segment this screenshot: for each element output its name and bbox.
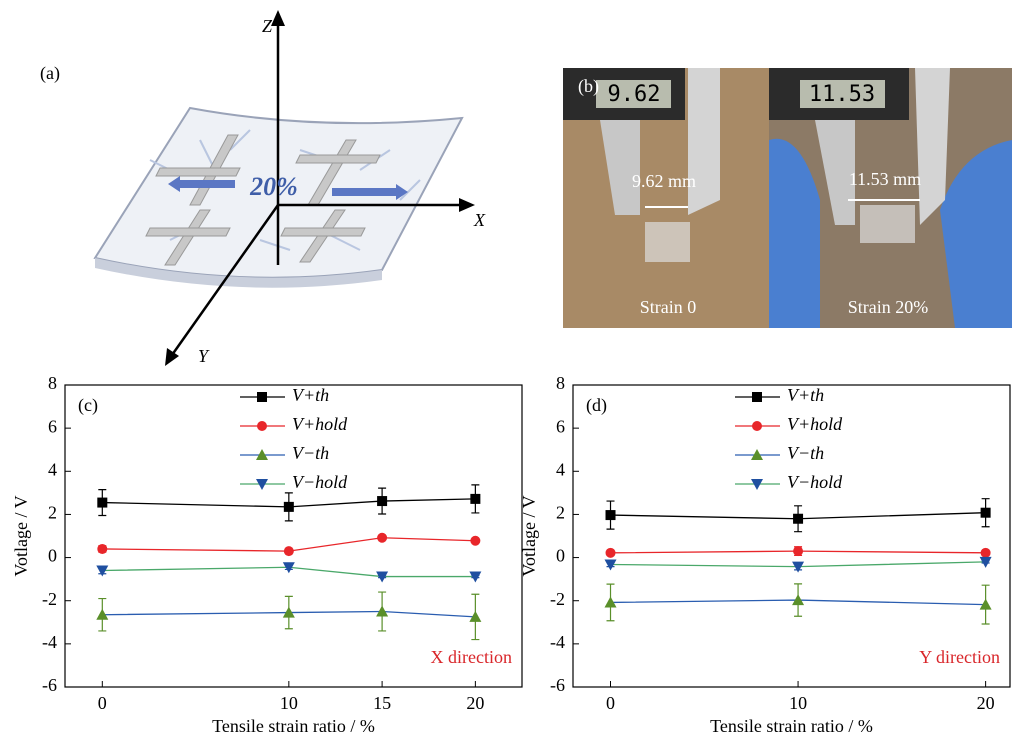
marker — [284, 502, 294, 512]
axis-name: Y — [198, 346, 210, 366]
axis-name: Z — [262, 16, 273, 36]
arrow-x — [459, 198, 475, 212]
annotation: X direction — [431, 647, 512, 667]
legend-label: V−hold — [787, 472, 843, 492]
legend-label: V−th — [787, 443, 824, 463]
y-tick-label: -4 — [42, 632, 57, 652]
figure: (a) Z X Y 20% 9.62 11.53 (b) 9.62 mm 11.… — [0, 0, 1014, 738]
sample — [860, 205, 915, 243]
sample — [645, 222, 690, 262]
marker — [284, 546, 294, 556]
panel-a: (a) Z X Y 20% — [40, 10, 486, 366]
legend-label: V+th — [787, 385, 824, 405]
y-tick-label: 4 — [48, 459, 57, 479]
legend-label: V−th — [292, 443, 329, 463]
marker — [752, 421, 762, 431]
caption: Strain 20% — [848, 297, 929, 317]
y-tick-label: -2 — [550, 589, 565, 609]
x-tick-label: 20 — [977, 693, 995, 713]
panel-label: (a) — [40, 63, 60, 84]
panel-b: 9.62 11.53 (b) 9.62 mm 11.53 mm Strain 0… — [563, 68, 1012, 328]
lcd-reading: 9.62 — [608, 82, 661, 107]
dimension-label: 11.53 mm — [849, 169, 921, 189]
panel-label: (b) — [578, 76, 599, 97]
marker — [470, 494, 480, 504]
y-tick-label: 0 — [48, 546, 57, 566]
marker — [981, 508, 991, 518]
legend-label: V+th — [292, 385, 329, 405]
y-tick-label: -2 — [42, 589, 57, 609]
y-axis-label: Votlage / V — [11, 495, 31, 576]
marker — [793, 546, 803, 556]
marker — [257, 392, 267, 402]
x-axis-label: Tensile strain ratio / % — [212, 716, 375, 736]
axis-name: X — [473, 210, 486, 230]
x-tick-label: 0 — [606, 693, 615, 713]
y-tick-label: 2 — [556, 503, 565, 523]
x-tick-label: 15 — [373, 693, 391, 713]
x-tick-label: 10 — [789, 693, 807, 713]
y-tick-label: 4 — [556, 459, 565, 479]
marker — [97, 544, 107, 554]
y-tick-label: -4 — [550, 632, 565, 652]
y-tick-label: 8 — [556, 373, 565, 393]
jaw — [688, 68, 720, 215]
y-tick-label: 0 — [556, 546, 565, 566]
arrow-y — [165, 348, 179, 366]
x-tick-label: 20 — [466, 693, 484, 713]
lcd-reading: 11.53 — [809, 82, 875, 107]
y-tick-label: -6 — [42, 675, 57, 695]
arrow-z — [271, 10, 285, 26]
y-axis-label: Votlage / V — [519, 495, 539, 576]
legend-label: V−hold — [292, 472, 348, 492]
annotation: Y direction — [919, 647, 1000, 667]
marker — [257, 421, 267, 431]
marker — [752, 392, 762, 402]
y-tick-label: 8 — [48, 373, 57, 393]
y-tick-label: 6 — [48, 416, 57, 436]
caption: Strain 0 — [640, 297, 697, 317]
marker — [97, 498, 107, 508]
x-tick-label: 10 — [280, 693, 298, 713]
marker — [377, 533, 387, 543]
dimension-label: 9.62 mm — [632, 171, 696, 191]
marker — [377, 496, 387, 506]
x-tick-label: 0 — [98, 693, 107, 713]
strain-label: 20% — [249, 172, 298, 201]
legend-label: V+hold — [292, 414, 348, 434]
y-tick-label: 6 — [556, 416, 565, 436]
y-tick-label: -6 — [550, 675, 565, 695]
y-tick-label: 2 — [48, 503, 57, 523]
legend-label: V+hold — [787, 414, 843, 434]
marker — [793, 514, 803, 524]
marker — [606, 548, 616, 558]
x-axis-label: Tensile strain ratio / % — [710, 716, 873, 736]
marker — [981, 548, 991, 558]
marker — [606, 510, 616, 520]
panel-label: (c) — [78, 395, 98, 416]
marker — [470, 536, 480, 546]
panel-label: (d) — [586, 395, 607, 416]
